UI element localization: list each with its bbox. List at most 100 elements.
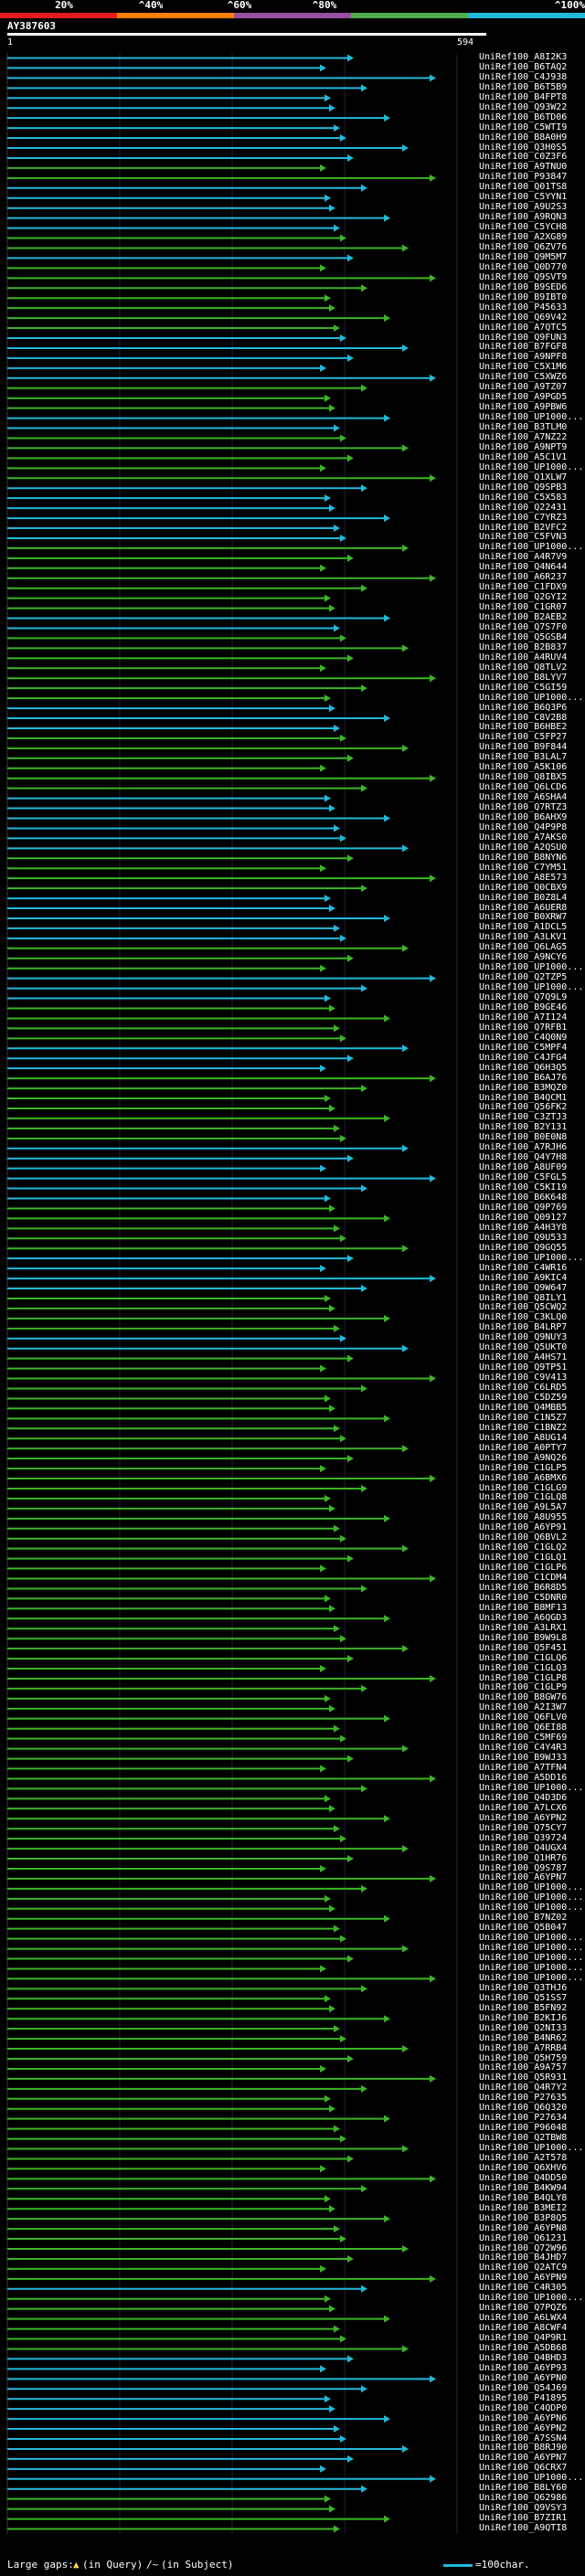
- hit-label[interactable]: UniRef100_C8V2B8: [479, 712, 568, 723]
- hit-label[interactable]: UniRef100_Q56FK2: [479, 1102, 568, 1113]
- hit-label[interactable]: UniRef100_B9W9L8: [479, 1632, 568, 1643]
- hit-label[interactable]: UniRef100_A4RUV4: [479, 652, 568, 663]
- hit-label[interactable]: UniRef100_A6YPN0: [479, 2372, 568, 2383]
- hit-label[interactable]: UniRef100_Q9TP51: [479, 1362, 568, 1373]
- hit-label[interactable]: UniRef100_P45633: [479, 302, 568, 313]
- hit-label[interactable]: UniRef100_Q5CWQ2: [479, 1302, 568, 1313]
- hit-label[interactable]: UniRef100_UP1000...: [479, 982, 584, 993]
- hit-label[interactable]: UniRef100_C5XWZ6: [479, 372, 568, 383]
- hit-label[interactable]: UniRef100_B5FN92: [479, 2002, 568, 2013]
- hit-label[interactable]: UniRef100_Q01TS8: [479, 182, 568, 193]
- hit-label[interactable]: UniRef100_C1GLQ8: [479, 1492, 568, 1503]
- hit-label[interactable]: UniRef100_Q5F451: [479, 1642, 568, 1653]
- hit-label[interactable]: UniRef100_UP1000...: [479, 1782, 584, 1793]
- hit-label[interactable]: UniRef100_A9NPF8: [479, 352, 568, 363]
- hit-label[interactable]: UniRef100_Q7RFB1: [479, 1022, 568, 1033]
- hit-label[interactable]: UniRef100_B2Y131: [479, 1122, 568, 1133]
- hit-label[interactable]: UniRef100_C6LRD5: [479, 1383, 568, 1394]
- hit-label[interactable]: UniRef100_Q9GQ55: [479, 1242, 568, 1253]
- hit-label[interactable]: UniRef100_B7FGF8: [479, 342, 568, 353]
- hit-label[interactable]: UniRef100_C1GLQ1: [479, 1553, 568, 1564]
- hit-label[interactable]: UniRef100_B3MEI2: [479, 2202, 568, 2213]
- hit-label[interactable]: UniRef100_Q6FLV0: [479, 1712, 568, 1723]
- hit-label[interactable]: UniRef100_Q6ZV76: [479, 242, 568, 252]
- hit-label[interactable]: UniRef100_B8LY60: [479, 2483, 568, 2494]
- hit-label[interactable]: UniRef100_Q8IBX5: [479, 772, 568, 783]
- hit-label[interactable]: UniRef100_Q7S7F0: [479, 622, 568, 632]
- hit-label[interactable]: UniRef100_B2AEB2: [479, 612, 568, 623]
- hit-label[interactable]: UniRef100_B2KIJ6: [479, 2012, 568, 2023]
- hit-label[interactable]: UniRef100_B8LYV7: [479, 672, 568, 683]
- hit-label[interactable]: UniRef100_P27634: [479, 2113, 568, 2124]
- hit-label[interactable]: UniRef100_Q6H3Q5: [479, 1062, 568, 1073]
- hit-label[interactable]: UniRef100_B3P8Q5: [479, 2212, 568, 2223]
- hit-label[interactable]: UniRef100_A2XG89: [479, 232, 568, 243]
- hit-label[interactable]: UniRef100_C4JFG4: [479, 1052, 568, 1063]
- hit-label[interactable]: UniRef100_C1CDM4: [479, 1573, 568, 1584]
- hit-label[interactable]: UniRef100_Q9W647: [479, 1282, 568, 1293]
- hit-label[interactable]: UniRef100_B2B837: [479, 641, 568, 652]
- hit-label[interactable]: UniRef100_B6T5B9: [479, 81, 568, 92]
- hit-label[interactable]: UniRef100_B0XRW7: [479, 912, 568, 923]
- hit-label[interactable]: UniRef100_Q51SS7: [479, 1992, 568, 2003]
- hit-label[interactable]: UniRef100_A6YPN7: [479, 2453, 568, 2464]
- hit-label[interactable]: UniRef100_A9NPT9: [479, 441, 568, 452]
- hit-label[interactable]: UniRef100_Q4BHD3: [479, 2352, 568, 2363]
- hit-label[interactable]: UniRef100_C1GLQ2: [479, 1542, 568, 1553]
- hit-label[interactable]: UniRef100_C5YCH8: [479, 222, 568, 233]
- hit-label[interactable]: UniRef100_C1GLP6: [479, 1563, 568, 1574]
- hit-label[interactable]: UniRef100_C5MF69: [479, 1733, 568, 1744]
- hit-label[interactable]: UniRef100_Q7RTZ3: [479, 802, 568, 813]
- hit-label[interactable]: UniRef100_C0Z3F6: [479, 152, 568, 163]
- hit-label[interactable]: UniRef100_Q4UGX4: [479, 1842, 568, 1853]
- hit-label[interactable]: UniRef100_C1GLP8: [479, 1672, 568, 1683]
- hit-label[interactable]: UniRef100_C7YRZ3: [479, 512, 568, 523]
- hit-label[interactable]: UniRef100_Q9NUY3: [479, 1332, 568, 1343]
- hit-label[interactable]: UniRef100_A5DD16: [479, 1772, 568, 1783]
- hit-label[interactable]: UniRef100_B3LAL7: [479, 752, 568, 763]
- hit-label[interactable]: UniRef100_A7RJH6: [479, 1142, 568, 1153]
- hit-label[interactable]: UniRef100_A7RRB4: [479, 2042, 568, 2053]
- hit-label[interactable]: UniRef100_A2QSU0: [479, 842, 568, 853]
- hit-label[interactable]: UniRef100_P96048: [479, 2123, 568, 2134]
- hit-label[interactable]: UniRef100_Q62986: [479, 2493, 568, 2504]
- hit-label[interactable]: UniRef100_Q2TBW8: [479, 2133, 568, 2144]
- hit-label[interactable]: UniRef100_C5KI19: [479, 1182, 568, 1193]
- hit-label[interactable]: UniRef100_Q4P9R1: [479, 2333, 568, 2344]
- hit-label[interactable]: UniRef100_Q1HR76: [479, 1852, 568, 1863]
- hit-label[interactable]: UniRef100_B8GW76: [479, 1692, 568, 1703]
- hit-label[interactable]: UniRef100_A6UER8: [479, 902, 568, 913]
- hit-label[interactable]: UniRef100_B6AJ76: [479, 1072, 568, 1083]
- hit-label[interactable]: UniRef100_C5DNR0: [479, 1592, 568, 1603]
- hit-label[interactable]: UniRef100_A7I124: [479, 1012, 568, 1023]
- hit-label[interactable]: UniRef100_B6R8D5: [479, 1582, 568, 1593]
- hit-label[interactable]: UniRef100_B4LRP7: [479, 1322, 568, 1333]
- hit-label[interactable]: UniRef100_UP1000...: [479, 1252, 584, 1263]
- hit-label[interactable]: UniRef100_A3LKV1: [479, 932, 568, 943]
- hit-label[interactable]: UniRef100_A5C1V1: [479, 451, 568, 462]
- hit-label[interactable]: UniRef100_Q9U533: [479, 1232, 568, 1243]
- hit-label[interactable]: UniRef100_Q22431: [479, 502, 568, 513]
- hit-label[interactable]: UniRef100_Q6EI88: [479, 1723, 568, 1733]
- hit-label[interactable]: UniRef100_B7NZ02: [479, 1913, 568, 1924]
- hit-label[interactable]: UniRef100_C7YM51: [479, 862, 568, 873]
- hit-label[interactable]: UniRef100_UP1000...: [479, 1943, 584, 1954]
- hit-label[interactable]: UniRef100_C5MPF4: [479, 1042, 568, 1053]
- hit-label[interactable]: UniRef100_Q5B047: [479, 1923, 568, 1934]
- hit-label[interactable]: UniRef100_B6AHX9: [479, 812, 568, 823]
- hit-label[interactable]: UniRef100_Q9FUN3: [479, 332, 568, 343]
- hit-label[interactable]: UniRef100_C5WTI9: [479, 122, 568, 133]
- hit-label[interactable]: UniRef100_A6YPN2: [479, 1812, 568, 1823]
- hit-label[interactable]: UniRef100_C5FGL5: [479, 1172, 568, 1183]
- hit-label[interactable]: UniRef100_Q5GSB4: [479, 631, 568, 642]
- hit-label[interactable]: UniRef100_B9GE46: [479, 1002, 568, 1013]
- hit-label[interactable]: UniRef100_C3KLQ0: [479, 1312, 568, 1323]
- hit-label[interactable]: UniRef100_A6YP91: [479, 1522, 568, 1533]
- hit-label[interactable]: UniRef100_UP1000...: [479, 1903, 584, 1913]
- hit-label[interactable]: UniRef100_A1DCL5: [479, 922, 568, 933]
- hit-label[interactable]: UniRef100_A6YPN9: [479, 2273, 568, 2284]
- hit-label[interactable]: UniRef100_B9WJ33: [479, 1753, 568, 1764]
- hit-label[interactable]: UniRef100_Q2ATC9: [479, 2263, 568, 2274]
- hit-label[interactable]: UniRef100_C1GLP9: [479, 1682, 568, 1693]
- hit-label[interactable]: UniRef100_B4KW94: [479, 2182, 568, 2193]
